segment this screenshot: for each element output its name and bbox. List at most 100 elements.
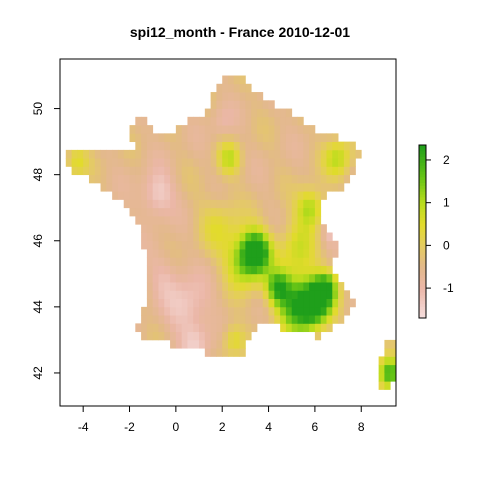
raster-cell: [256, 100, 264, 109]
raster-cell: [256, 298, 264, 308]
raster-cell: [152, 182, 159, 192]
raster-cell: [222, 348, 229, 357]
raster-cell: [262, 158, 269, 167]
raster-cell: [314, 207, 322, 217]
raster-cell: [170, 298, 177, 308]
raster-cell: [320, 174, 327, 184]
raster-cell: [210, 125, 217, 134]
raster-cell: [228, 125, 235, 134]
raster-cell: [152, 207, 159, 217]
raster-cell: [262, 182, 269, 192]
raster-cell: [280, 315, 287, 324]
raster-cell: [222, 166, 229, 176]
raster-cell: [216, 249, 223, 258]
raster-cell: [135, 149, 142, 159]
legend-swatch: [419, 268, 426, 273]
raster-cell: [233, 265, 240, 275]
raster-cell: [268, 273, 275, 283]
raster-cell: [239, 331, 246, 341]
raster-cell: [112, 166, 119, 176]
raster-cell: [216, 116, 223, 126]
raster-cell: [181, 174, 188, 184]
raster-cell: [239, 116, 246, 126]
raster-cell: [210, 249, 217, 258]
raster-cell: [181, 182, 188, 192]
raster-cell: [146, 232, 154, 242]
raster-cell: [390, 364, 397, 374]
raster-cell: [233, 257, 240, 266]
raster-cell: [303, 249, 310, 258]
raster-cell: [193, 224, 200, 233]
raster-cell: [233, 149, 240, 159]
raster-cell: [123, 174, 130, 184]
raster-cell: [268, 306, 275, 316]
raster-cell: [314, 273, 322, 283]
raster-cell: [256, 108, 264, 118]
raster-cell: [274, 116, 281, 126]
raster-cell: [193, 290, 200, 299]
raster-cell: [326, 149, 333, 159]
raster-cell: [326, 240, 333, 250]
raster-cell: [285, 282, 293, 291]
raster-cell: [129, 133, 136, 143]
legend-swatch: [419, 248, 426, 253]
raster-cell: [210, 116, 217, 126]
raster-cell: [158, 282, 165, 291]
raster-cell: [291, 133, 298, 143]
raster-cell: [216, 191, 223, 200]
raster-cell: [343, 306, 351, 316]
raster-cell: [262, 298, 269, 308]
raster-cell: [291, 315, 298, 324]
raster-cell: [384, 348, 391, 357]
raster-cell: [233, 298, 240, 308]
raster-cell: [320, 265, 327, 275]
raster-cell: [268, 108, 275, 118]
raster-cell: [146, 240, 154, 250]
raster-cell: [170, 323, 177, 333]
raster-cell: [274, 108, 281, 118]
raster-cell: [309, 174, 316, 184]
raster-cell: [210, 108, 217, 118]
raster-cell: [291, 141, 298, 151]
raster-cell: [210, 133, 217, 143]
raster-cell: [326, 257, 333, 266]
raster-cell: [141, 158, 148, 167]
raster-cell: [303, 207, 310, 217]
raster-cell: [158, 290, 165, 299]
raster-cell: [210, 290, 217, 299]
legend-swatch: [419, 205, 426, 209]
raster-cell: [71, 158, 78, 167]
raster-cell: [274, 158, 281, 167]
raster-cell: [390, 339, 397, 349]
raster-cell: [181, 265, 188, 275]
raster-cell: [320, 290, 327, 299]
raster-cell: [332, 306, 339, 316]
raster-cell: [326, 282, 333, 291]
raster-cell: [251, 306, 258, 316]
raster-cell: [216, 149, 223, 159]
raster-cell: [164, 331, 171, 341]
raster-cell: [216, 265, 223, 275]
raster-cell: [210, 232, 217, 242]
raster-cell: [245, 249, 252, 258]
raster-cell: [152, 323, 159, 333]
raster-cell: [314, 290, 322, 299]
raster-cell: [343, 158, 351, 167]
raster-cell: [228, 240, 235, 250]
raster-cell: [170, 207, 177, 217]
raster-cell: [94, 166, 101, 176]
raster-cell: [320, 298, 327, 308]
raster-cell: [378, 356, 385, 366]
raster-cell: [326, 249, 333, 258]
raster-cell: [193, 282, 200, 291]
raster-cell: [314, 282, 322, 291]
raster-cell: [309, 240, 316, 250]
raster-cell: [204, 207, 212, 217]
raster-cell: [187, 224, 194, 233]
raster-cell: [199, 249, 206, 258]
raster-cell: [181, 282, 188, 291]
raster-cell: [338, 315, 345, 324]
raster-cell: [285, 232, 293, 242]
raster-cell: [193, 323, 200, 333]
raster-cell: [251, 249, 258, 258]
